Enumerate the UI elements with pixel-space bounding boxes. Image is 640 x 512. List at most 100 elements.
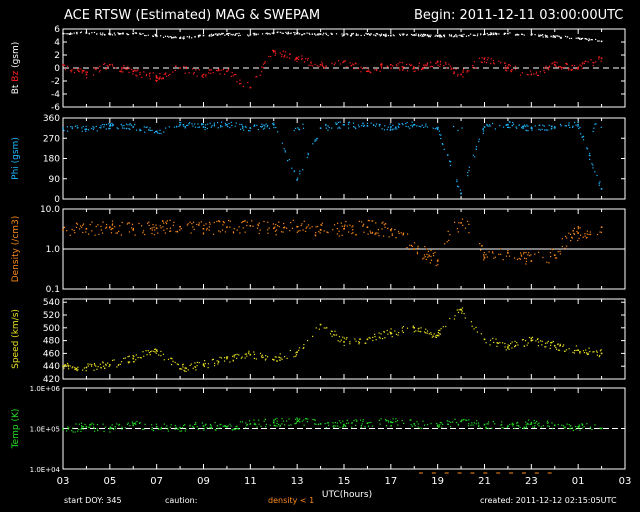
trace-point-speed (225, 356, 228, 358)
data-point-bz (483, 57, 486, 60)
trace-point-phi (135, 129, 138, 131)
trace-point-bt (369, 34, 371, 36)
trace-point-temp (72, 431, 74, 433)
trace-point-bz (201, 75, 203, 77)
trace-point-speed (544, 342, 547, 344)
trace-point-speed (72, 366, 74, 368)
trace-point-phi (588, 152, 591, 155)
trace-point-speed (437, 331, 439, 334)
trace-point-phi (217, 127, 219, 129)
trace-point-temp (547, 425, 549, 427)
trace-point-density (424, 255, 426, 258)
trace-point-speed (195, 369, 197, 371)
trace-point-bz (480, 61, 482, 63)
trace-point-density (192, 226, 194, 228)
trace-point-bt (467, 34, 470, 37)
trace-point-phi (139, 128, 141, 130)
trace-point-density (85, 231, 87, 233)
trace-point-speed (83, 367, 85, 369)
trace-point-bz (95, 68, 97, 70)
trace-point-bz (370, 72, 372, 74)
trace-point-speed (593, 351, 595, 353)
trace-point-bt (586, 38, 588, 41)
trace-point-bt (303, 33, 305, 35)
data-point-speed (483, 338, 486, 341)
trace-point-speed (127, 361, 129, 363)
trace-point-density (573, 233, 576, 235)
trace-point-temp (220, 423, 222, 426)
trace-point-bz (236, 81, 238, 83)
trace-point-temp (512, 425, 514, 427)
trace-point-phi (579, 126, 581, 129)
trace-point-temp (185, 428, 187, 430)
trace-point-bz (365, 66, 367, 69)
trace-point-temp (315, 423, 317, 425)
trace-point-speed (460, 308, 462, 311)
data-point-speed (109, 364, 111, 366)
trace-point-bz (141, 76, 143, 78)
trace-point-density (162, 222, 165, 224)
trace-point-density (542, 256, 544, 259)
trace-point-density (458, 222, 460, 224)
trace-point-speed (582, 350, 585, 352)
trace-point-density (586, 230, 588, 232)
trace-point-bt (462, 35, 464, 38)
trace-point-phi (297, 127, 299, 129)
trace-point-temp (351, 421, 353, 424)
trace-point-bz (81, 70, 84, 72)
trace-point-bt (503, 33, 505, 35)
trace-point-bz (405, 63, 408, 66)
trace-point-density (383, 235, 385, 237)
trace-point-speed (116, 366, 118, 368)
trace-point-phi (191, 123, 193, 125)
trace-point-density (155, 224, 157, 226)
trace-point-temp (295, 422, 298, 424)
trace-point-density (218, 220, 220, 222)
trace-point-phi (260, 125, 262, 128)
trace-point-phi (184, 127, 186, 129)
trace-point-bt (276, 31, 278, 34)
trace-point-bt (539, 34, 542, 36)
trace-point-speed (132, 361, 135, 363)
trace-point-phi (264, 125, 266, 127)
trace-point-bt (219, 33, 221, 35)
trace-point-temp (314, 423, 316, 425)
trace-point-bt (590, 39, 592, 41)
trace-point-speed (274, 356, 276, 358)
trace-point-bz (565, 62, 567, 65)
trace-point-temp (390, 425, 393, 427)
trace-point-bt (70, 33, 72, 35)
trace-point-speed (496, 345, 498, 347)
trace-point-speed (544, 346, 546, 348)
trace-point-temp (533, 419, 535, 422)
trace-point-speed (234, 354, 236, 356)
data-point-density (155, 227, 158, 230)
trace-point-temp (546, 420, 548, 422)
trace-point-density (202, 233, 205, 235)
trace-point-speed (563, 350, 566, 352)
trace-point-bz (314, 63, 316, 65)
trace-point-bz (490, 58, 492, 60)
trace-point-bz (429, 66, 431, 68)
trace-point-temp (273, 419, 275, 421)
trace-point-temp (126, 423, 129, 425)
trace-point-density (382, 221, 384, 223)
trace-point-phi (87, 129, 90, 131)
trace-point-phi (518, 124, 520, 126)
trace-point-temp (155, 423, 158, 425)
trace-point-bz (321, 63, 324, 65)
trace-point-temp (197, 428, 199, 430)
trace-point-density (507, 250, 509, 252)
trace-point-temp (581, 423, 583, 425)
trace-point-speed (85, 370, 87, 372)
trace-point-phi (370, 122, 372, 124)
trace-point-density (383, 224, 385, 226)
trace-point-phi (234, 125, 236, 127)
trace-point-density (338, 235, 340, 237)
trace-point-speed (389, 331, 391, 333)
ytick-label-temp: 1.0E+05 (30, 426, 60, 434)
trace-point-density (320, 229, 322, 231)
trace-point-temp (581, 427, 584, 429)
trace-point-phi (108, 123, 110, 125)
trace-point-bt (434, 35, 436, 37)
